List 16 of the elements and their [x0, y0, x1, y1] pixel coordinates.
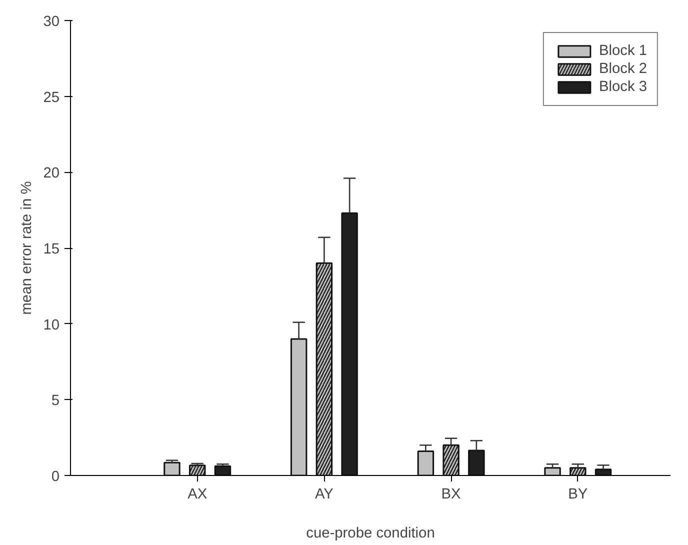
- y-axis-title: mean error rate in %: [19, 181, 36, 315]
- x-tick-label: BY: [568, 486, 588, 502]
- x-tick-label: AX: [188, 486, 208, 502]
- y-tick-label: 30: [43, 14, 60, 30]
- y-tick-label: 0: [51, 469, 60, 485]
- x-axis-title: cue-probe condition: [306, 526, 435, 542]
- x-tick-label: AY: [314, 486, 334, 502]
- y-tick-label: 25: [43, 90, 60, 106]
- legend-label: Block 1: [598, 43, 647, 59]
- legend-label: Block 3: [598, 79, 647, 95]
- x-tick-label: BX: [441, 486, 462, 502]
- y-tick-label: 5: [51, 393, 60, 410]
- legend-label: Block 2: [598, 61, 647, 77]
- y-tick-label: 10: [43, 317, 60, 334]
- y-tick-label: 20: [43, 166, 60, 182]
- y-tick-label: 15: [43, 242, 60, 258]
